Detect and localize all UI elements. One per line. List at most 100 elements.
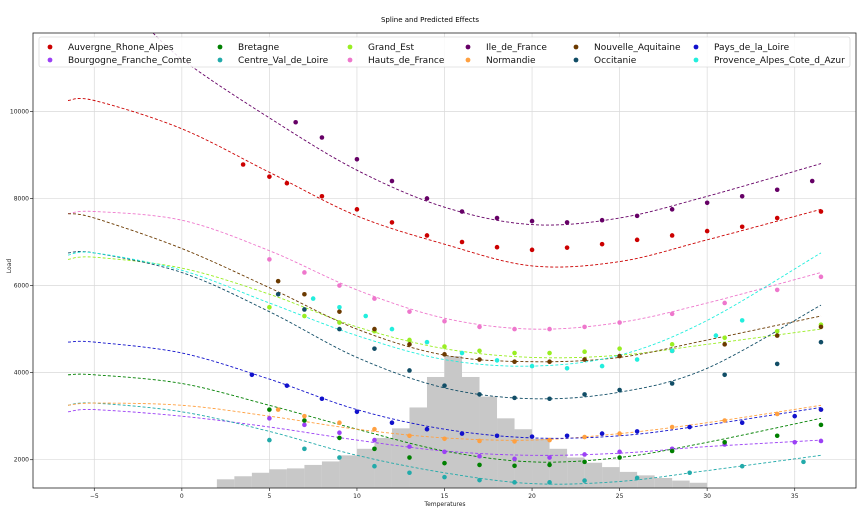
legend-marker-pays-de-la-loire: [693, 44, 699, 50]
point-bourgogne-franche-comte: [267, 416, 272, 421]
point-auvergne-rhone-alpes: [354, 207, 360, 212]
histogram-bar: [654, 477, 673, 488]
point-occitanie: [512, 395, 517, 401]
point-normandie: [669, 424, 675, 430]
point-grand-est: [722, 335, 727, 341]
point-bretagne: [722, 439, 727, 445]
point-nouvelle-aquitaine: [337, 309, 342, 314]
point-provence-alpes-cote-d-azur: [739, 318, 745, 323]
histogram-bar: [584, 462, 603, 488]
point-hauts-de-france: [669, 311, 675, 317]
point-ile-de-france: [564, 220, 570, 225]
histogram: [216, 356, 708, 488]
point-centre-val-de-loire: [442, 474, 447, 480]
point-normandie: [442, 436, 447, 442]
point-auvergne-rhone-alpes: [267, 174, 272, 179]
point-bourgogne-franche-comte: [818, 438, 824, 444]
point-pays-de-la-loire: [599, 431, 605, 436]
point-occitanie: [477, 392, 482, 397]
point-normandie: [512, 439, 517, 444]
histogram-bar: [602, 467, 620, 488]
point-provence-alpes-cote-d-azur: [459, 350, 465, 356]
point-hauts-de-france: [302, 270, 307, 275]
point-provence-alpes-cote-d-azur: [634, 357, 640, 362]
point-normandie: [774, 411, 780, 417]
spline-occitanie: [67, 250, 822, 400]
point-hauts-de-france: [477, 324, 482, 330]
legend-marker-ile-de-france: [465, 44, 471, 50]
x-tick-label: 25: [616, 493, 624, 500]
spline-provence-alpes-cote-d-azur: [67, 251, 822, 367]
spline-centre-val-de-loire: [67, 402, 822, 485]
legend-label-nouvelle-aquitaine: Nouvelle_Aquitaine: [594, 43, 681, 53]
point-nouvelle-aquitaine: [818, 324, 824, 330]
histogram-bar: [304, 464, 322, 488]
point-centre-val-de-loire: [372, 463, 377, 469]
point-bourgogne-franche-comte: [792, 439, 798, 445]
point-grand-est: [617, 346, 622, 351]
point-hauts-de-france: [774, 287, 780, 293]
point-hauts-de-france: [442, 318, 447, 324]
point-bourgogne-franche-comte: [512, 456, 517, 462]
point-centre-val-de-loire: [407, 470, 412, 476]
point-bourgogne-franche-comte: [302, 422, 307, 428]
histogram-bar: [251, 472, 270, 488]
legend-label-normandie: Normandie: [486, 56, 536, 66]
point-occitanie: [582, 392, 587, 397]
x-axis-label: Temperatures: [423, 501, 465, 508]
point-nouvelle-aquitaine: [477, 357, 482, 362]
x-tick-label: −5: [90, 493, 99, 500]
point-nouvelle-aquitaine: [275, 278, 281, 284]
point-centre-val-de-loire: [337, 455, 342, 460]
legend-label-pays-de-la-loire: Pays_de_la_Loire: [714, 43, 790, 53]
point-centre-val-de-loire: [582, 478, 587, 483]
histogram-bar: [374, 437, 392, 488]
histogram-bar: [269, 469, 287, 488]
point-hauts-de-france: [337, 283, 342, 288]
point-centre-val-de-loire: [267, 437, 272, 443]
point-centre-val-de-loire: [302, 446, 307, 452]
point-hauts-de-france: [512, 326, 517, 332]
y-axis-label: Load: [6, 259, 13, 274]
point-nouvelle-aquitaine: [547, 359, 552, 365]
spline-pays-de-la-loire: [67, 340, 822, 439]
legend-label-bretagne: Bretagne: [238, 43, 280, 53]
chart-title: Spline and Predicted Effects: [381, 16, 479, 24]
point-centre-val-de-loire: [801, 459, 806, 465]
x-tick-label: 0: [180, 493, 184, 500]
point-normandie: [722, 418, 727, 423]
legend-marker-provence-alpes-cote-d-azur: [693, 57, 699, 63]
histogram-bar: [444, 356, 463, 488]
histogram-bar: [689, 482, 708, 488]
point-provence-alpes-cote-d-azur: [529, 363, 535, 369]
point-nouvelle-aquitaine: [774, 333, 780, 338]
point-hauts-de-france: [582, 324, 587, 330]
point-provence-alpes-cote-d-azur: [363, 313, 369, 319]
point-auvergne-rhone-alpes: [564, 245, 570, 250]
point-auvergne-rhone-alpes: [389, 220, 395, 225]
point-pays-de-la-loire: [459, 431, 465, 436]
point-ile-de-france: [319, 135, 325, 140]
point-occitanie: [337, 326, 342, 332]
point-hauts-de-france: [407, 309, 412, 314]
y-tick-label: 6000: [14, 283, 29, 290]
point-nouvelle-aquitaine: [722, 342, 727, 347]
histogram-bar: [321, 461, 340, 488]
point-centre-val-de-loire: [512, 480, 517, 485]
point-centre-val-de-loire: [687, 470, 692, 476]
point-pays-de-la-loire: [389, 420, 395, 425]
point-pays-de-la-loire: [792, 413, 798, 419]
point-bretagne: [477, 462, 482, 468]
histogram-bar: [637, 475, 655, 488]
point-occitanie: [774, 361, 780, 367]
point-bourgogne-franche-comte: [372, 437, 377, 443]
y-tick-label: 4000: [14, 370, 29, 377]
point-nouvelle-aquitaine: [302, 291, 307, 297]
point-occitanie: [275, 291, 281, 297]
point-occitanie: [617, 387, 622, 393]
legend-label-grand-est: Grand_Est: [368, 43, 414, 53]
point-provence-alpes-cote-d-azur: [669, 348, 675, 354]
x-tick-label: 10: [353, 493, 361, 500]
point-pays-de-la-loire: [529, 434, 535, 439]
